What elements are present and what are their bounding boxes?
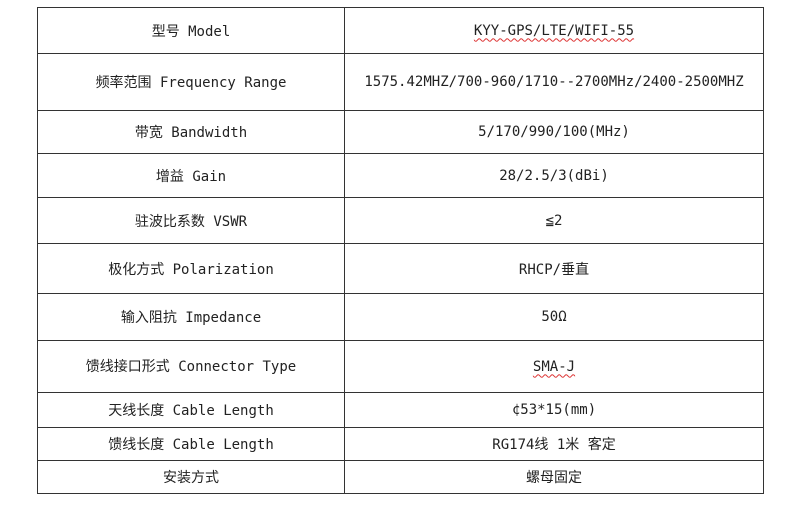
spec-value: 50Ω [344,293,764,341]
spec-label: 输入阻抗 Impedance [37,293,345,341]
spec-value: ¢53*15(mm) [344,392,764,428]
spec-label: 频率范围 Frequency Range [37,53,345,111]
spec-value: RG174线 1米 客定 [344,427,764,461]
spec-value: SMA-J [344,340,764,393]
table-row: 极化方式 Polarization RHCP/垂直 [37,243,764,294]
table-row: 驻波比系数 VSWR ≦2 [37,197,764,244]
table-row: 增益 Gain 28/2.5/3(dBi) [37,153,764,198]
spec-value: 螺母固定 [344,460,764,494]
table-row: 馈线接口形式 Connector Type SMA-J [37,340,764,393]
spec-value: 1575.42MHZ/700-960/1710--2700MHz/2400-25… [344,53,764,111]
spec-value: RHCP/垂直 [344,243,764,294]
spec-value: ≦2 [344,197,764,244]
table-row: 带宽 Bandwidth 5/170/990/100(MHz) [37,110,764,154]
spec-value: KYY-GPS/LTE/WIFI-55 [344,7,764,54]
spec-label: 驻波比系数 VSWR [37,197,345,244]
table-row: 频率范围 Frequency Range 1575.42MHZ/700-960/1… [37,53,764,111]
spec-label: 型号 Model [37,7,345,54]
spec-value: 5/170/990/100(MHz) [344,110,764,154]
spec-table: 型号 Model KYY-GPS/LTE/WIFI-55 频率范围 Frequen… [37,7,764,494]
spec-value: 28/2.5/3(dBi) [344,153,764,198]
table-row: 馈线长度 Cable Length RG174线 1米 客定 [37,427,764,461]
spec-label: 增益 Gain [37,153,345,198]
table-row: 天线长度 Cable Length ¢53*15(mm) [37,392,764,428]
table-row: 安装方式 螺母固定 [37,460,764,494]
spec-label: 安装方式 [37,460,345,494]
spec-label: 馈线长度 Cable Length [37,427,345,461]
table-row: 输入阻抗 Impedance 50Ω [37,293,764,341]
spec-label: 馈线接口形式 Connector Type [37,340,345,393]
spec-label: 带宽 Bandwidth [37,110,345,154]
table-row: 型号 Model KYY-GPS/LTE/WIFI-55 [37,7,764,54]
spec-label: 天线长度 Cable Length [37,392,345,428]
spec-label: 极化方式 Polarization [37,243,345,294]
